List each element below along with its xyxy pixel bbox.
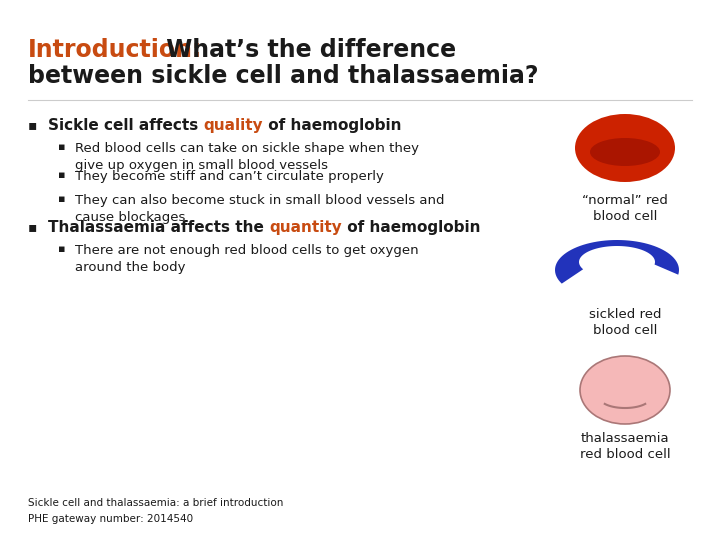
Text: thalassaemia
red blood cell: thalassaemia red blood cell [580, 432, 670, 461]
Text: quantity: quantity [269, 220, 342, 235]
Text: between sickle cell and thalassaemia?: between sickle cell and thalassaemia? [28, 64, 539, 88]
Text: ▪: ▪ [58, 142, 66, 152]
Text: sickled red
blood cell: sickled red blood cell [589, 308, 661, 337]
Text: quality: quality [204, 118, 263, 133]
Polygon shape [555, 240, 679, 283]
Text: Red blood cells can take on sickle shape when they
give up oxygen in small blood: Red blood cells can take on sickle shape… [75, 142, 419, 171]
Ellipse shape [590, 138, 660, 166]
Text: PHE gateway number: 2014540: PHE gateway number: 2014540 [28, 514, 193, 524]
Text: They can also become stuck in small blood vessels and
cause blockages: They can also become stuck in small bloo… [75, 194, 444, 223]
Text: Introduction:: Introduction: [28, 38, 202, 62]
Text: ▪: ▪ [58, 194, 66, 204]
Text: ▪: ▪ [58, 170, 66, 180]
Text: Sickle cell and thalassaemia: a brief introduction: Sickle cell and thalassaemia: a brief in… [28, 498, 284, 508]
Ellipse shape [575, 114, 675, 182]
Text: ▪: ▪ [58, 244, 66, 254]
Text: What’s the difference: What’s the difference [158, 38, 456, 62]
Text: Thalassaemia affects the: Thalassaemia affects the [48, 220, 269, 235]
Ellipse shape [580, 356, 670, 424]
Text: of haemoglobin: of haemoglobin [342, 220, 480, 235]
Text: ▪: ▪ [28, 220, 37, 234]
Text: ▪: ▪ [28, 118, 37, 132]
Text: of haemoglobin: of haemoglobin [263, 118, 402, 133]
Text: “normal” red
blood cell: “normal” red blood cell [582, 194, 668, 223]
Text: Sickle cell affects: Sickle cell affects [48, 118, 204, 133]
Text: They become stiff and can’t circulate properly: They become stiff and can’t circulate pr… [75, 170, 384, 183]
Text: There are not enough red blood cells to get oxygen
around the body: There are not enough red blood cells to … [75, 244, 418, 274]
